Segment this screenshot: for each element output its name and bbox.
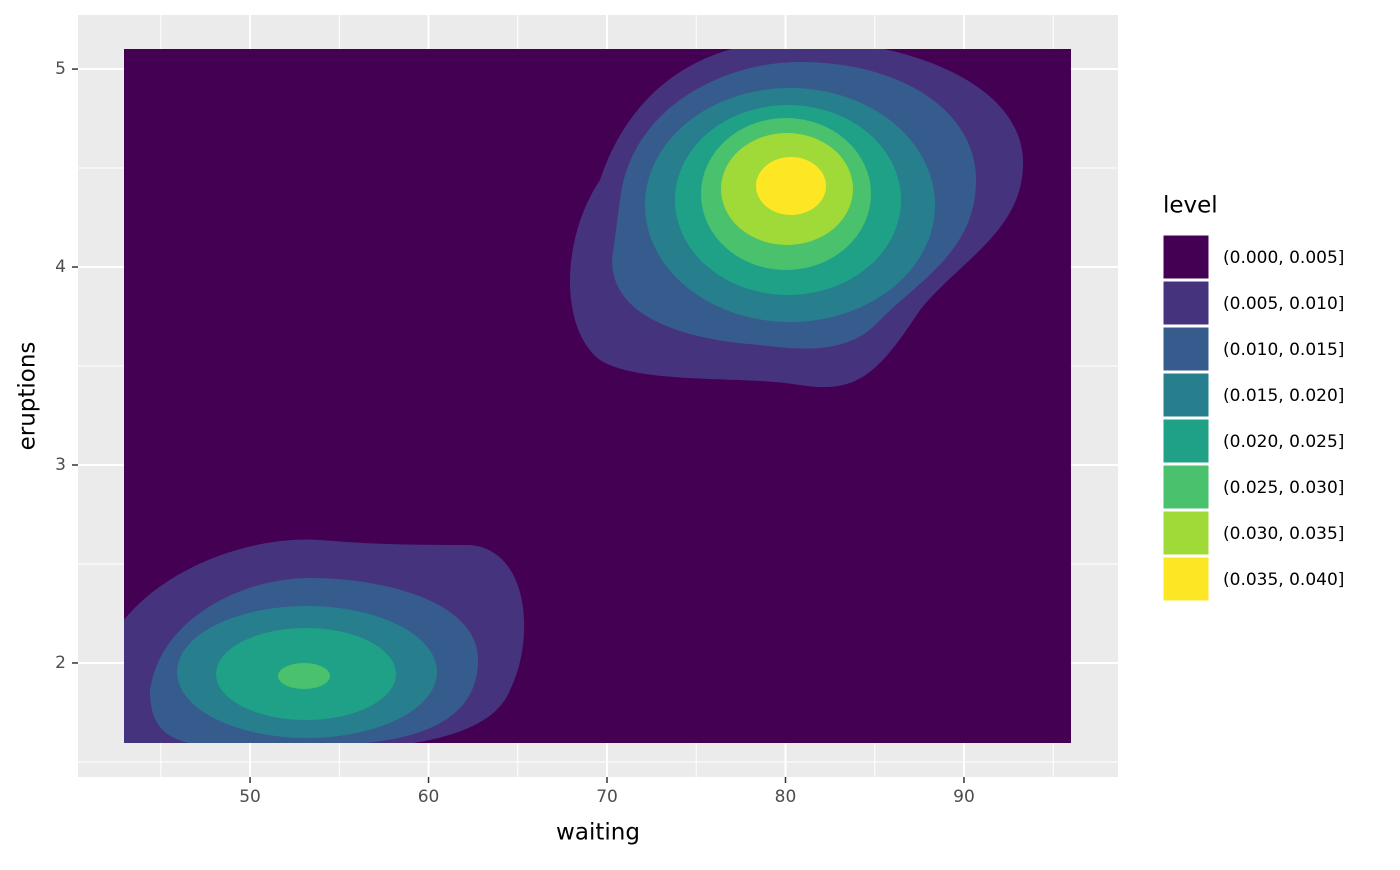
legend-key [1162, 234, 1210, 280]
axes: 50 60 70 80 90 2 3 4 5 [55, 59, 975, 807]
legend-key [1162, 326, 1210, 372]
y-tick-label: 3 [55, 455, 66, 475]
legend-key [1162, 418, 1210, 464]
y-tick-label: 2 [55, 653, 66, 673]
x-tick-label: 60 [418, 787, 440, 807]
legend-key [1162, 464, 1210, 510]
y-axis-title: eruptions [15, 342, 41, 451]
legend-label: (0.015, 0.020] [1223, 386, 1344, 406]
y-tick-label: 4 [55, 257, 66, 277]
x-tick-label: 50 [239, 787, 261, 807]
legend-label: (0.020, 0.025] [1223, 432, 1344, 452]
legend-label: (0.025, 0.030] [1223, 478, 1344, 498]
legend-label: (0.000, 0.005] [1223, 248, 1344, 268]
contour-band [756, 157, 826, 215]
contour-band [278, 663, 330, 689]
x-axis-title: waiting [556, 820, 640, 846]
legend-label: (0.005, 0.010] [1223, 294, 1344, 314]
legend-title: level [1163, 193, 1218, 219]
legend-key [1162, 280, 1210, 326]
legend-label: (0.030, 0.035] [1223, 524, 1344, 544]
x-tick-label: 70 [596, 787, 618, 807]
legend-key [1162, 372, 1210, 418]
legend-label: (0.035, 0.040] [1223, 570, 1344, 590]
legend-key [1162, 556, 1210, 602]
y-tick-label: 5 [55, 59, 66, 79]
legend-key [1162, 510, 1210, 556]
legend-label: (0.010, 0.015] [1223, 340, 1344, 360]
contour-layer [124, 49, 1071, 743]
x-tick-label: 80 [775, 787, 797, 807]
x-tick-label: 90 [953, 787, 975, 807]
legend: (0.000, 0.005] (0.005, 0.010] (0.010, 0.01… [1162, 234, 1344, 602]
